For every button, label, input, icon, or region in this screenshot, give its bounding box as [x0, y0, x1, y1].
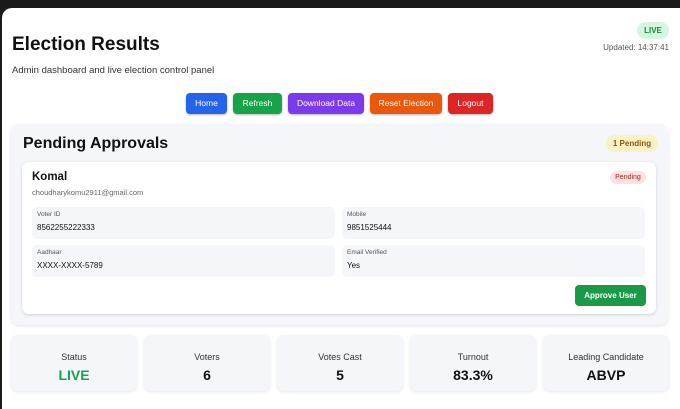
live-badge: LIVE [637, 22, 669, 39]
field-value: 9851525444 [347, 223, 392, 232]
stat-card: Voters 6 [144, 335, 270, 391]
stat-label: Voters [194, 352, 220, 362]
stat-card: Leading Candidate ABVP [543, 335, 669, 391]
stat-card: Votes Cast 5 [277, 335, 403, 391]
status-badge: Pending [610, 171, 646, 184]
reset-button[interactable]: Reset Election [370, 93, 442, 114]
panel-title: Pending Approvals [23, 135, 169, 152]
stat-value: ABVP [586, 367, 626, 383]
field: Aadhaar XXXX-XXXX-5789 [32, 245, 335, 277]
field-value: XXXX-XXXX-5789 [37, 261, 103, 270]
updated-time: Updated: 14:37:41 [603, 43, 669, 52]
stat-value: 83.3% [453, 367, 493, 383]
stat-value: LIVE [58, 367, 90, 383]
app: Election Results Admin dashboard and liv… [2, 8, 680, 409]
page-title: Election Results [12, 34, 160, 55]
refresh-button[interactable]: Refresh [233, 93, 282, 114]
approve-button[interactable]: Approve User [575, 285, 646, 306]
stat-label: Votes Cast [318, 352, 362, 362]
field: Mobile 9851525444 [342, 207, 645, 239]
field-label: Email Verified [347, 249, 387, 256]
field-value: 8562255222333 [37, 223, 95, 232]
stat-value: 6 [203, 367, 211, 383]
home-button[interactable]: Home [186, 93, 227, 114]
stat-label: Turnout [457, 352, 489, 362]
voter-email: choudharykomu2911@gmail.com [32, 188, 144, 197]
voter-name: Komal [32, 171, 68, 183]
field-label: Mobile [347, 211, 367, 218]
stat-card: Status LIVE [11, 335, 137, 391]
stat-label: Status [61, 352, 87, 362]
pending-panel: Pending Approvals 1 Pending Komal choudh… [11, 124, 668, 325]
logout-button[interactable]: Logout [448, 93, 493, 114]
stat-card: Turnout 83.3% [410, 335, 536, 391]
field-label: Aadhaar [37, 249, 62, 256]
download-button[interactable]: Download Data [288, 93, 364, 114]
voter-card: Komal choudharykomu2911@gmail.com Pendin… [22, 162, 656, 314]
pending-count: 1 Pending [606, 135, 658, 152]
field: Email Verified Yes [342, 245, 645, 277]
stat-label: Leading Candidate [568, 352, 644, 362]
field-value: Yes [347, 261, 361, 270]
stat-value: 5 [336, 367, 344, 383]
subtitle: Admin dashboard and live election contro… [12, 65, 215, 76]
field: Voter ID 8562255222333 [32, 207, 335, 239]
field-label: Voter ID [37, 211, 61, 218]
